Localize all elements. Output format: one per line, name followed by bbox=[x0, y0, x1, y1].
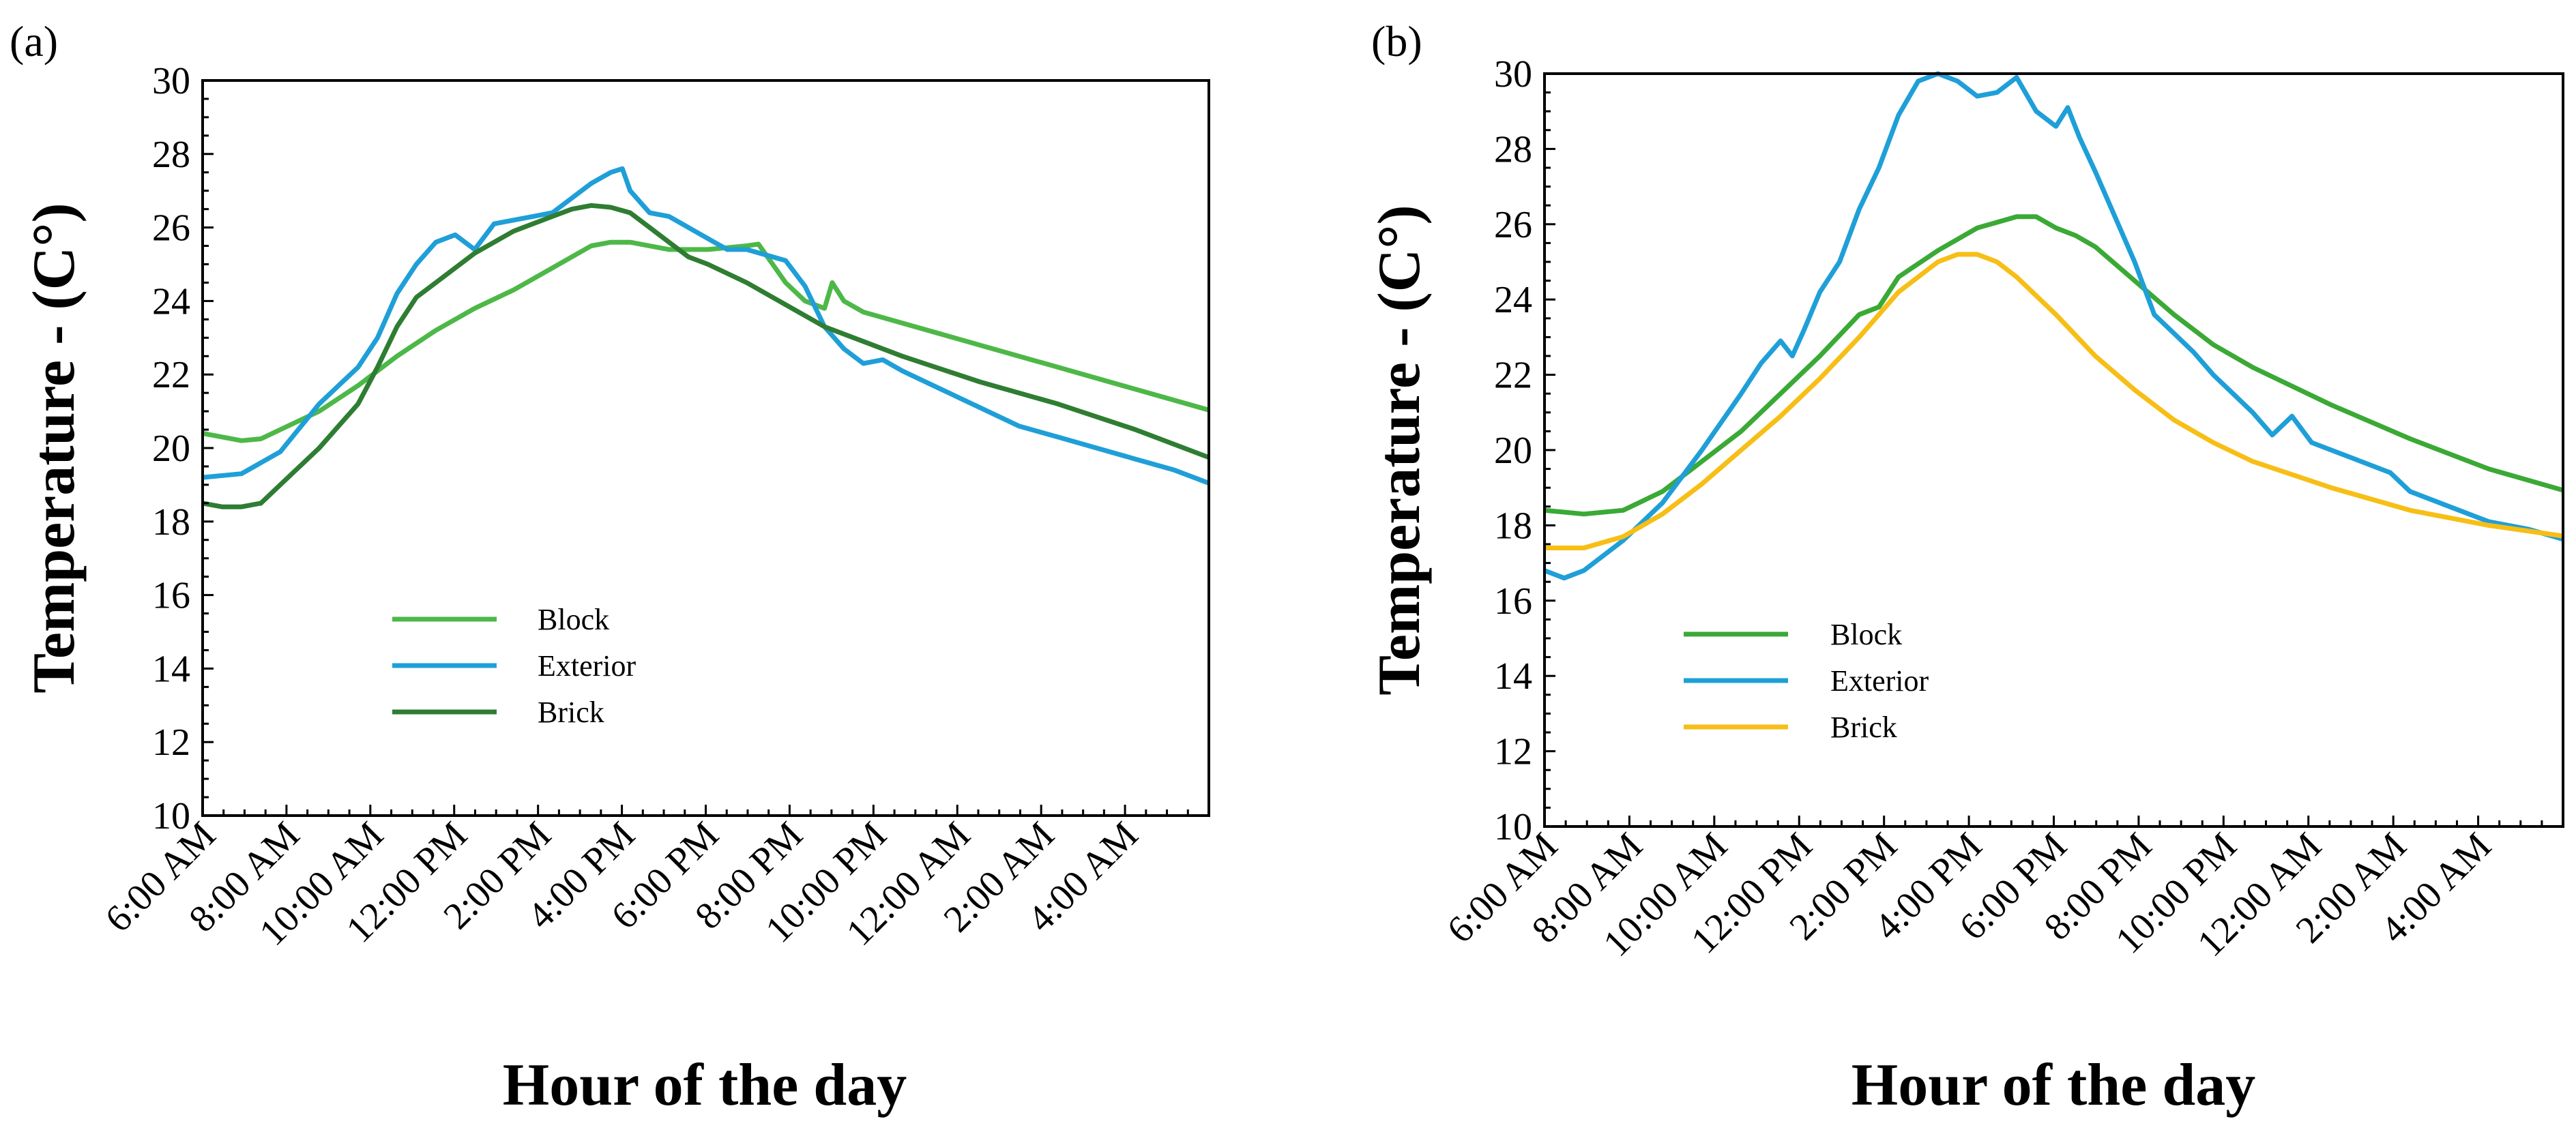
series-group bbox=[203, 166, 1209, 509]
legend-label-exterior: Exterior bbox=[538, 649, 636, 683]
y-tick-label: 30 bbox=[152, 60, 190, 102]
panel-label: (a) bbox=[10, 17, 58, 65]
y-tick-label: 26 bbox=[1494, 204, 1532, 246]
y-tick-label: 22 bbox=[1494, 355, 1532, 397]
y-tick-label: 24 bbox=[1494, 279, 1532, 321]
y-tick-label: 18 bbox=[1494, 505, 1532, 547]
y-tick-label: 16 bbox=[1494, 580, 1532, 623]
legend-label-brick: Brick bbox=[1830, 711, 1897, 744]
y-tick-label: 16 bbox=[152, 575, 190, 617]
y-tick-label: 30 bbox=[1494, 53, 1532, 95]
y-tick-label: 12 bbox=[1494, 731, 1532, 773]
series-line-block bbox=[1545, 214, 2563, 517]
y-tick-label: 14 bbox=[152, 648, 190, 690]
y-tick-label: 12 bbox=[152, 721, 190, 764]
series-line-exterior bbox=[1545, 71, 2563, 581]
y-tick-label: 24 bbox=[152, 280, 190, 323]
x-axis-title: Hour of the day bbox=[1852, 1052, 2255, 1118]
y-tick-label: 14 bbox=[1494, 655, 1532, 698]
y-tick-label: 18 bbox=[152, 501, 190, 543]
series-group bbox=[1545, 71, 2563, 581]
y-tick-label: 26 bbox=[152, 207, 190, 250]
legend-label-block: Block bbox=[1830, 618, 1902, 651]
legend-label-brick: Brick bbox=[538, 696, 604, 729]
y-axis-title: Temperature - (C°) bbox=[1366, 205, 1433, 695]
legend: Block Exterior Brick bbox=[1684, 618, 1929, 744]
series-line-brick bbox=[1545, 252, 2563, 550]
x-axis-title: Hour of the day bbox=[503, 1052, 907, 1118]
y-tick-label: 10 bbox=[152, 795, 190, 837]
y-tick-label: 28 bbox=[1494, 128, 1532, 170]
legend: Block Exterior Brick bbox=[392, 603, 636, 729]
legend-label-exterior: Exterior bbox=[1830, 664, 1929, 698]
y-tick-label: 20 bbox=[1494, 430, 1532, 472]
plot-frame bbox=[1543, 72, 2564, 828]
legend-label-block: Block bbox=[538, 603, 609, 636]
y-axis-title: Temperature - (C°) bbox=[21, 203, 87, 693]
series-line-brick bbox=[203, 203, 1209, 509]
panel-label: (b) bbox=[1371, 17, 1422, 65]
plot-frame bbox=[201, 79, 1210, 817]
y-tick-label: 20 bbox=[152, 428, 190, 470]
y-tick-label: 22 bbox=[152, 354, 190, 396]
y-tick-label: 28 bbox=[152, 134, 190, 176]
y-tick-label: 10 bbox=[1494, 806, 1532, 848]
series-line-exterior bbox=[203, 166, 1209, 486]
series-line-block bbox=[203, 239, 1209, 443]
